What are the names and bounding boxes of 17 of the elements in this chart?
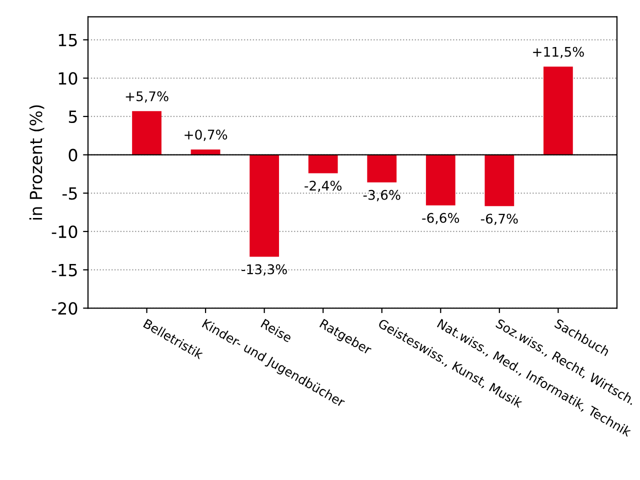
data-label: -6,6% <box>422 212 460 224</box>
data-label: -2,4% <box>304 180 342 192</box>
y-tick-label: -15 <box>52 264 77 276</box>
y-tick-label: 0 <box>68 148 78 162</box>
y-tick-label: -10 <box>52 225 78 238</box>
y-tick-label: 5 <box>68 110 77 124</box>
y-tick-label: -5 <box>62 187 77 200</box>
data-label: -13,3% <box>242 264 287 276</box>
data-label: -3,6% <box>363 190 400 202</box>
y-tick-label: -20 <box>52 302 78 315</box>
data-label: +0,7% <box>184 130 228 141</box>
data-label: -6,7% <box>480 214 518 226</box>
data-label: +11,5% <box>533 46 584 58</box>
y-tick-label: 10 <box>58 72 78 85</box>
y-axis-title: in Prozent (%) <box>29 105 44 220</box>
y-tick-label: 15 <box>58 34 77 46</box>
data-label: +5,7% <box>126 91 168 103</box>
